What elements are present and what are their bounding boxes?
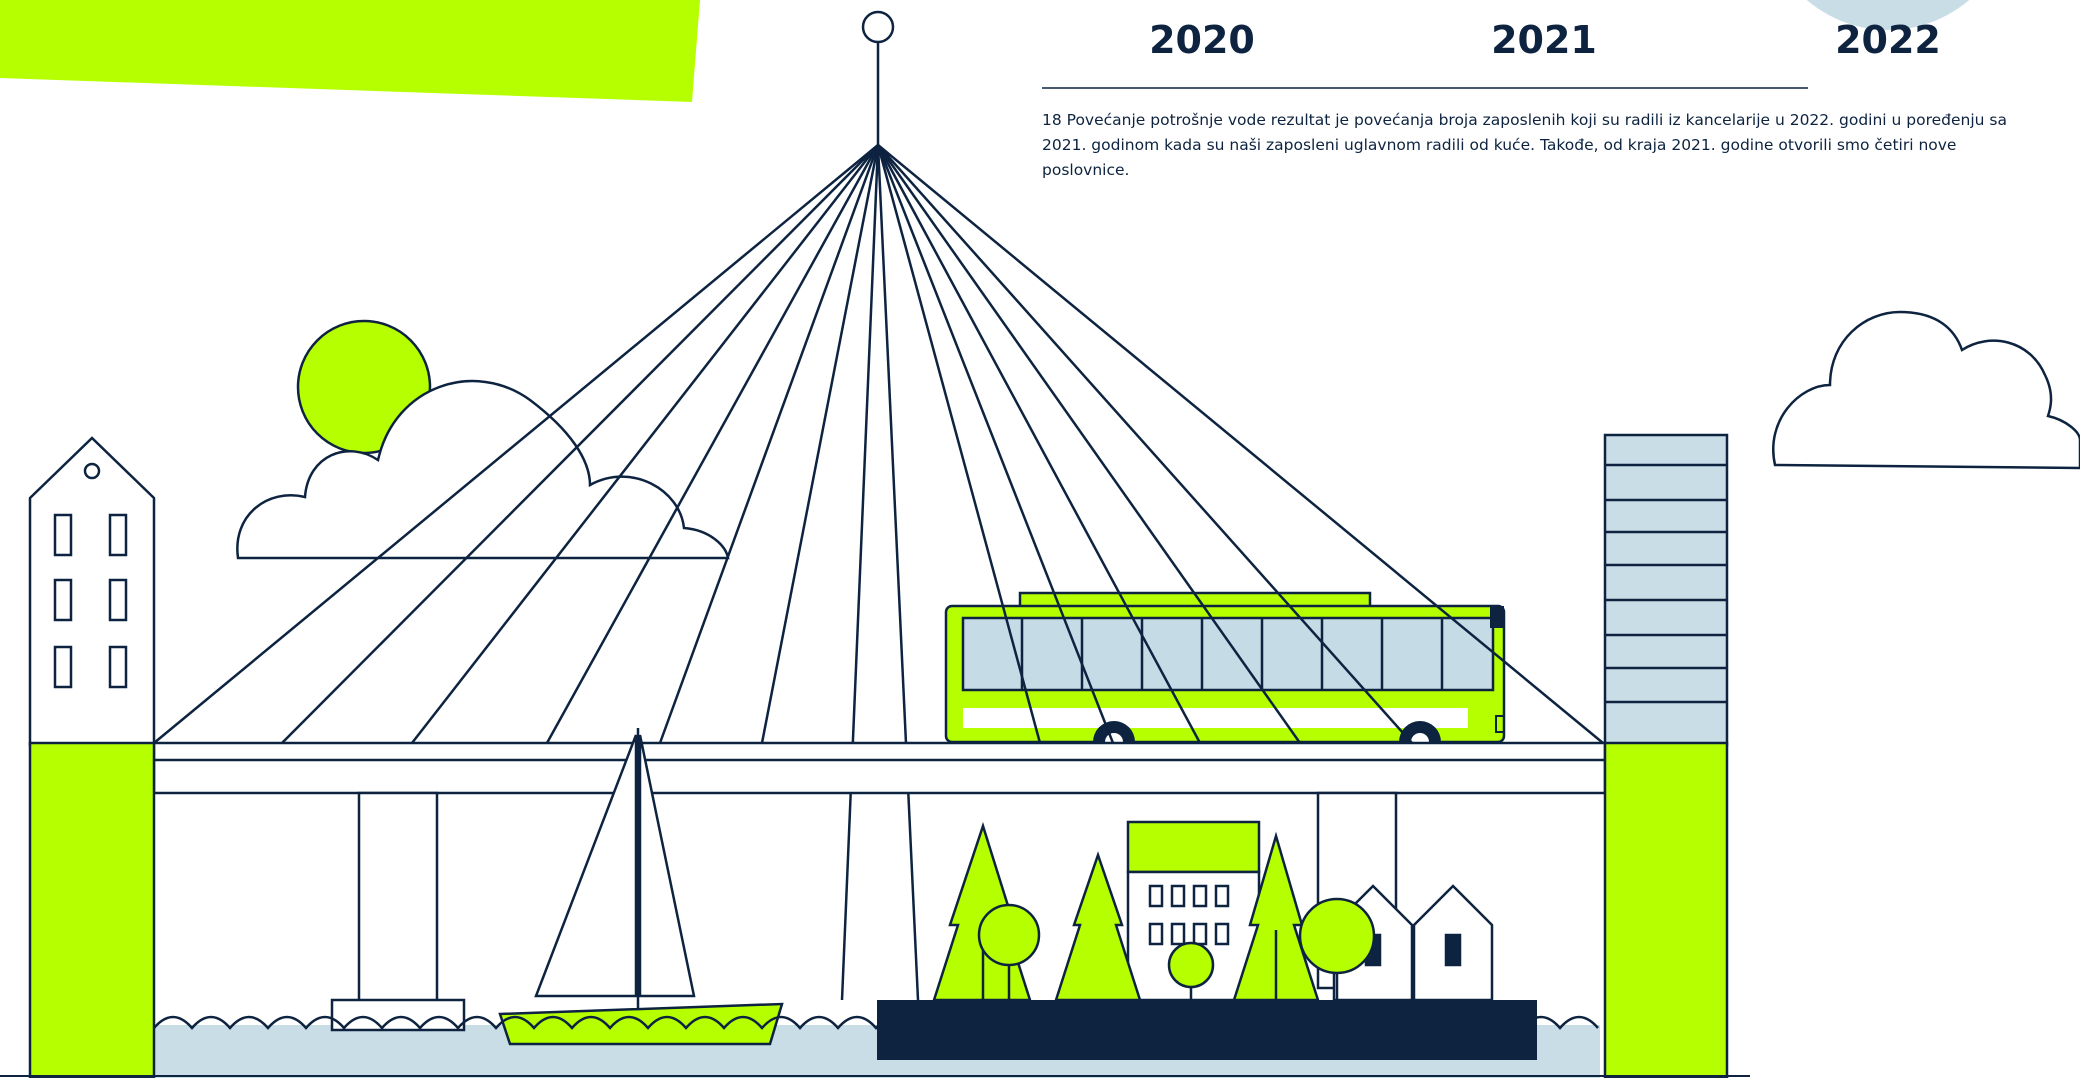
year-label-2022: 2022 bbox=[1835, 18, 1941, 62]
house-left-round-window bbox=[83, 462, 101, 480]
footnote: 18 Povećanje potrošnje vode rezultat je … bbox=[1042, 111, 2008, 179]
pylon-top-ring bbox=[861, 10, 895, 44]
sailboat bbox=[498, 728, 784, 1046]
year-label-2020: 2020 bbox=[1149, 18, 1255, 62]
abutment-right bbox=[1603, 741, 1729, 1078]
bus bbox=[944, 591, 1506, 763]
chart-circle-2022 bbox=[1806, 0, 1970, 30]
house-left-windows bbox=[53, 513, 128, 689]
cloud-right bbox=[1772, 310, 2080, 470]
bridge-deck bbox=[152, 741, 1607, 795]
abutment-left bbox=[28, 741, 156, 1078]
island-trees bbox=[932, 821, 1320, 1002]
island-houses bbox=[1298, 884, 1494, 1002]
bridge-cables bbox=[153, 144, 1604, 1001]
accent-banner bbox=[0, 0, 700, 102]
house-left bbox=[28, 436, 156, 747]
tower-right bbox=[1603, 433, 1729, 747]
waves bbox=[153, 1015, 1599, 1030]
year-label-2021: 2021 bbox=[1491, 18, 1597, 62]
island bbox=[877, 1000, 1537, 1060]
cloud-left bbox=[236, 379, 730, 560]
